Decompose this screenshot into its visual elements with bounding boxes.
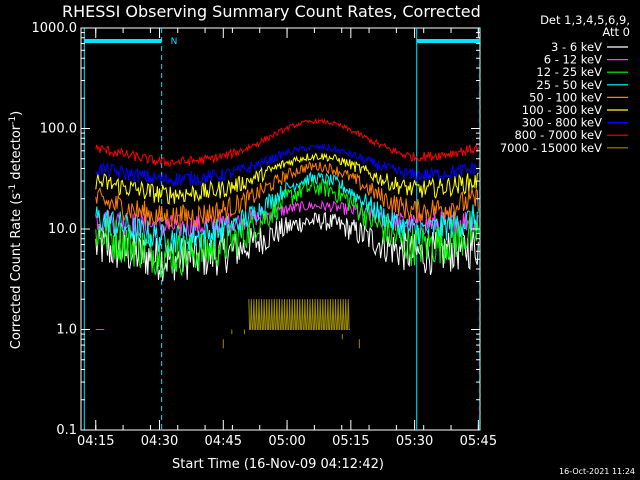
legend-entry-label: 300 - 800 keV: [522, 116, 602, 130]
chart-title: RHESSI Observing Summary Count Rates, Co…: [62, 2, 481, 21]
x-tick-label: 05:45: [460, 434, 497, 449]
series-line-7000-15000-kev: [248, 299, 350, 330]
legend-entry-label: 100 - 300 keV: [522, 103, 602, 117]
x-tick-label: 04:45: [205, 434, 242, 449]
x-tick-label: 05:15: [332, 434, 369, 449]
series-line-100-300kev: [95, 152, 479, 205]
legend-header-detectors: Det 1,3,4,5,6,9,: [540, 13, 630, 27]
legend-entry-label: 800 - 7000 keV: [514, 128, 602, 142]
x-axis-ticks: 04:15 04:30 04:45 05:00 05:15 05:30 05:45: [77, 28, 497, 449]
series-line-800-7000kev: [95, 117, 479, 168]
legend-entry-label: 25 - 50 keV: [536, 78, 602, 92]
legend-entry-label: 6 - 12 keV: [544, 53, 602, 67]
legend-entry-label: 3 - 6 keV: [551, 40, 602, 54]
y-tick-label: 10.0: [48, 222, 77, 237]
series-layer: [95, 117, 479, 349]
y-axis-label: Corrected Count Rate (s-1 detector-1): [8, 111, 24, 349]
y-tick-label: 1.0: [56, 323, 77, 338]
x-tick-label: 05:00: [268, 434, 305, 449]
x-tick-label: 04:15: [77, 434, 114, 449]
y-tick-label: 0.1: [56, 423, 77, 438]
series-line-300-800kev: [95, 142, 479, 187]
x-axis-label: Start Time (16-Nov-09 04:12:42): [172, 457, 384, 472]
series-line-6-12kev: [95, 199, 479, 239]
y-tick-label: 1000.0: [32, 21, 78, 36]
legend-entry-label: 50 - 100 keV: [529, 90, 602, 104]
series-line-50-100kev: [95, 160, 479, 230]
x-tick-label: 04:30: [141, 434, 178, 449]
legend-header-attenuator: Att 0: [602, 25, 630, 39]
legend-entry-label: 12 - 25 keV: [536, 65, 602, 79]
night-marker-label: N: [171, 37, 178, 47]
series-line-25-50kev: [95, 171, 479, 253]
night-interval-bar: [416, 39, 480, 43]
legend-entry-label: 7000 - 15000 keV: [500, 141, 602, 155]
generation-timestamp: 16-Oct-2021 11:24: [559, 467, 635, 476]
x-tick-label: 05:30: [396, 434, 433, 449]
y-tick-label: 100.0: [40, 122, 77, 137]
y-axis-ticks: 1000.0 100.0 10.0 1.0 0.1: [32, 21, 480, 438]
night-interval-bar: [84, 39, 162, 43]
series-line-3-6kev: [95, 211, 479, 282]
